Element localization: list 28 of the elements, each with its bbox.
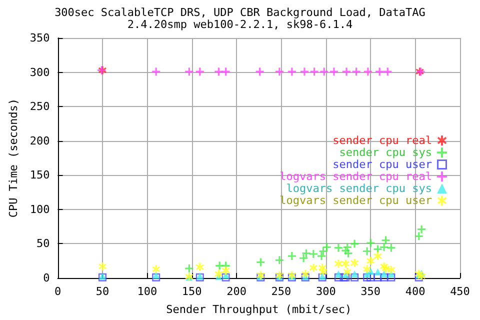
x-tick-label: 200 bbox=[226, 285, 246, 298]
y-axis-title: CPU Time (seconds) bbox=[7, 98, 20, 218]
x-tick-label: 150 bbox=[182, 285, 202, 298]
y-tick-label: 0 bbox=[43, 272, 50, 284]
y-tick-label: 50 bbox=[36, 237, 50, 250]
x-tick-label: 350 bbox=[360, 285, 381, 298]
legend-label: sender cpu sys bbox=[339, 146, 432, 159]
chart-title: 300sec ScalableTCP DRS, UDP CBR Background Load, DataTAG bbox=[54, 6, 426, 19]
x-tick-label: 250 bbox=[271, 285, 292, 298]
x-tick-label: 100 bbox=[137, 285, 158, 298]
legend-label: sender cpu user bbox=[332, 158, 432, 171]
y-tick-label: 100 bbox=[30, 202, 50, 216]
y-tick-label: 200 bbox=[30, 134, 50, 148]
x-tick-label: 450 bbox=[450, 285, 470, 298]
chart-subtitle: 2.4.20smp web100-2.2.1, sk98-6.1.4 bbox=[127, 18, 353, 31]
x-tick-label: 300 bbox=[316, 285, 336, 298]
legend-label: logvars sender cpu real bbox=[280, 170, 432, 183]
x-tick-label: 50 bbox=[96, 285, 110, 298]
legend-label: logvars sender cpu user bbox=[280, 194, 432, 207]
y-tick-label: 150 bbox=[30, 168, 50, 182]
y-tick-label: 350 bbox=[30, 32, 50, 44]
y-tick-label: 250 bbox=[30, 100, 50, 114]
x-axis-title: Sender Throughput (mbit/sec) bbox=[166, 303, 352, 316]
legend-label: sender cpu real bbox=[332, 134, 432, 147]
y-tick-label: 300 bbox=[30, 66, 50, 79]
x-tick-label: 400 bbox=[405, 285, 426, 298]
x-tick-label: 0 bbox=[54, 285, 62, 298]
legend-label: logvars sender cpu sys bbox=[286, 182, 432, 195]
